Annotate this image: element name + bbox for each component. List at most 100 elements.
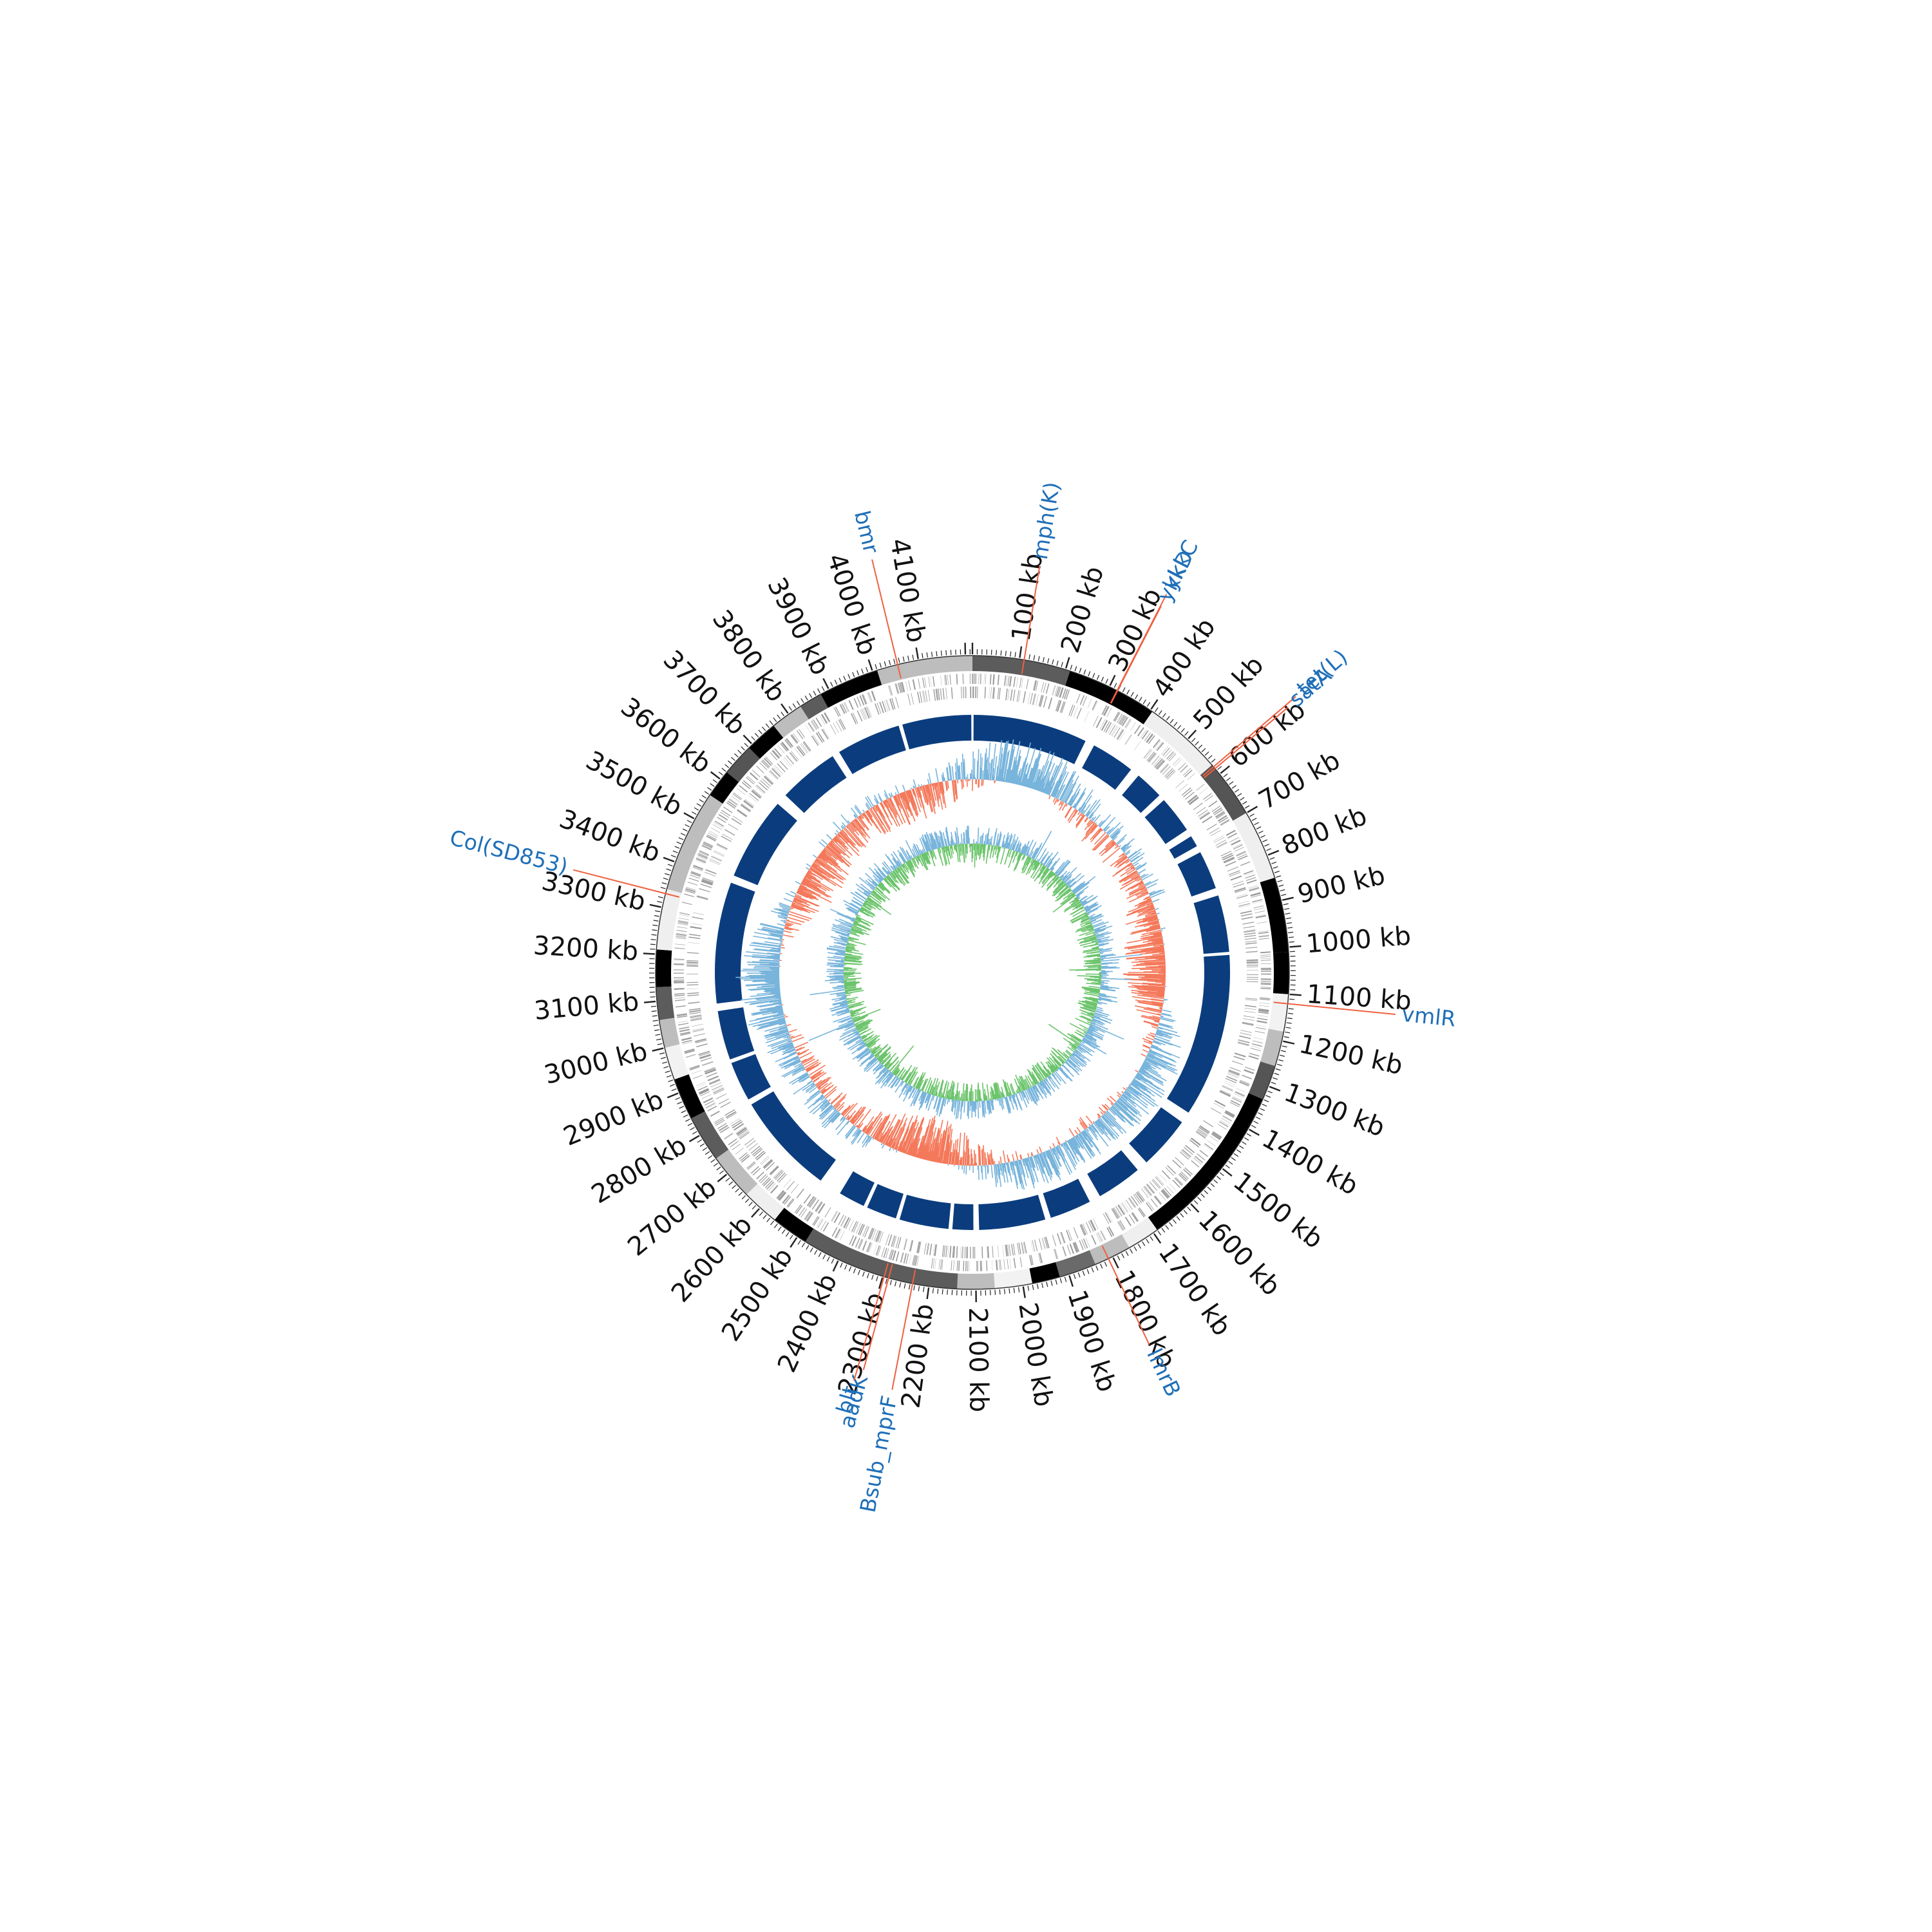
gc-content-bar (820, 1106, 835, 1120)
gc-content-bar (781, 912, 788, 916)
gc-content-bar (847, 1110, 857, 1121)
tick-mark (884, 661, 887, 667)
feature-mark (1204, 1144, 1213, 1151)
gc-content-bar (889, 1120, 904, 1148)
feature-mark (897, 1237, 902, 1249)
gc-content-bar (1146, 1055, 1178, 1071)
feature-mark (926, 1243, 929, 1255)
gc-content-bar (1014, 755, 1021, 784)
feature-mark (1258, 1009, 1269, 1012)
gc-skew-bar (1083, 1031, 1086, 1034)
gc-content-bar (779, 905, 790, 911)
gc-content-bar (1023, 1158, 1027, 1166)
feature-mark (900, 1252, 904, 1263)
feature-mark (779, 1192, 787, 1201)
tick-mark (1061, 661, 1063, 667)
gc-content-bar (1083, 1130, 1092, 1142)
gc-skew-bar (1055, 876, 1060, 882)
gc-content-bar (1124, 1090, 1148, 1109)
tick-mark (734, 753, 739, 758)
gc-skew-bar (954, 1094, 956, 1101)
feature-mark (953, 1246, 955, 1258)
gc-skew-bar (1081, 1012, 1094, 1018)
gc-skew-bar (874, 1043, 889, 1057)
gc-content-bar (1156, 1030, 1162, 1033)
gc-content-bar (764, 978, 780, 980)
gc-content-bar (951, 780, 955, 802)
gc-content-bar (1111, 840, 1115, 844)
feature-mark (942, 1245, 945, 1257)
gc-content-bar (819, 1104, 833, 1117)
feature-mark (1162, 1189, 1170, 1198)
contig-segment (710, 772, 739, 804)
gc-content-bar (1141, 929, 1161, 936)
feature-mark (1256, 922, 1267, 924)
gc-content-bar (866, 1111, 882, 1135)
feature-mark (750, 1146, 761, 1154)
gc-content-bar (819, 1099, 828, 1108)
gc-content-bar (783, 1048, 795, 1054)
tick-mark (800, 698, 804, 703)
gc-content-bar (837, 833, 860, 857)
gc-content-bar (1094, 835, 1110, 851)
gc-content-bar (1138, 900, 1152, 907)
gc-content-bar (895, 1142, 900, 1150)
contig-segment (820, 670, 882, 708)
gc-content-bar (790, 907, 794, 909)
feature-mark (1175, 780, 1184, 788)
feature-mark (951, 1260, 952, 1271)
feature-mark (895, 697, 899, 708)
gc-content-bar (791, 904, 808, 912)
tick-mark (1269, 1086, 1281, 1092)
feature-mark (812, 1200, 820, 1210)
gc-content-bar (804, 876, 806, 878)
gc-content-bar (1106, 1111, 1127, 1133)
gc-content-bar (862, 1135, 870, 1148)
gc-content-bar (1007, 1162, 1012, 1182)
feature-mark (674, 972, 685, 974)
tick-mark (1280, 1050, 1286, 1052)
gc-skew-bar (950, 1085, 954, 1100)
gc-content-bar (851, 821, 864, 837)
feature-mark (973, 674, 975, 685)
gc-skew-bar (1068, 1057, 1081, 1067)
gc-content-bar (805, 1084, 817, 1094)
gc-content-bar (1133, 862, 1139, 867)
gc-skew-bar (1072, 1053, 1087, 1066)
gc-content-bar (1143, 988, 1165, 992)
gc-content-bar (985, 1165, 987, 1179)
feature-mark (1215, 840, 1226, 846)
gc-content-bar (905, 1128, 916, 1154)
feature-mark (733, 815, 743, 823)
feature-mark (1004, 675, 1007, 686)
feature-mark (937, 688, 940, 701)
gc-content-bar (910, 1117, 925, 1156)
gc-skew-bar (1003, 832, 1009, 848)
feature-mark (819, 715, 826, 725)
gc-content-bar (1144, 896, 1151, 900)
gc-content-bar (761, 985, 780, 987)
gc-content-bar (811, 1071, 825, 1081)
tick-mark (915, 647, 919, 659)
gc-skew-bar (1067, 1046, 1075, 1052)
feature-mark (1065, 689, 1070, 700)
gc-content-bar (1050, 1149, 1060, 1170)
gc-content-bar (1046, 1150, 1059, 1178)
gc-content-bar (858, 815, 862, 819)
gc-skew-bar (979, 844, 982, 858)
gc-skew-bar (878, 1066, 886, 1074)
gc-content-bar (803, 878, 811, 883)
feature-mark (793, 733, 800, 742)
gc-content-bar (1015, 1151, 1019, 1160)
feature-mark (746, 1161, 755, 1169)
gc-content-bar (1157, 1028, 1180, 1037)
gc-content-bar (834, 836, 846, 848)
gc-skew-bar (997, 831, 1001, 847)
feature-mark (1251, 895, 1262, 898)
gc-skew-bar (980, 836, 981, 844)
feature-mark (676, 1014, 687, 1017)
gc-content-bar (1120, 844, 1127, 849)
gc-content-bar (813, 1095, 825, 1106)
gc-content-bar (1111, 1106, 1124, 1119)
gc-content-bar (1066, 1141, 1068, 1142)
